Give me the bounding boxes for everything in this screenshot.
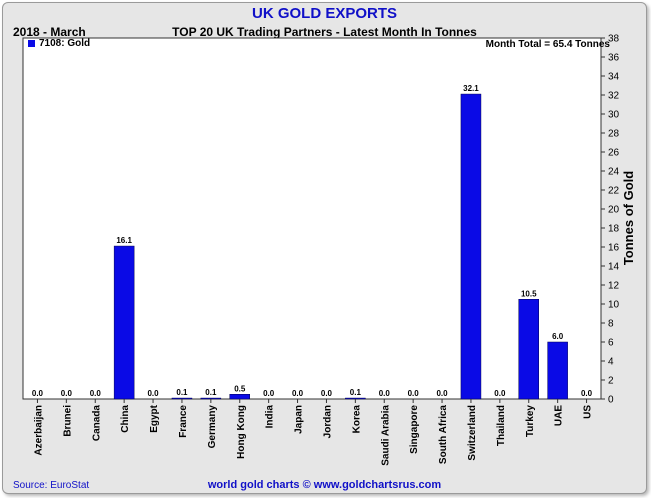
bar-value-label: 0.0	[263, 389, 275, 398]
x-tick-label: Brunei	[62, 405, 73, 437]
x-tick-label: US	[583, 405, 594, 419]
x-tick-label: UAE	[554, 405, 565, 426]
y-tick-label: 32	[608, 91, 620, 102]
bar-value-label: 0.1	[205, 388, 217, 397]
x-tick-label: Thailand	[496, 405, 507, 446]
y-tick-label: 28	[608, 129, 620, 140]
x-tick-label: Canada	[91, 405, 102, 442]
bar-value-label: 0.0	[321, 389, 333, 398]
x-tick-label: Hong Kong	[236, 405, 247, 459]
bar-value-label: 0.0	[436, 389, 448, 398]
x-axis: Azerbaijan Brunei Canada China Egypt France Ge…	[33, 399, 594, 466]
bar-value-label: 0.0	[494, 389, 506, 398]
bar	[113, 245, 135, 400]
x-tick-label: Germany	[207, 405, 218, 449]
bar	[460, 93, 482, 400]
credit-label: world gold charts © www.goldchartsrus.co…	[207, 479, 442, 491]
y-tick-label: 10	[608, 300, 620, 311]
y-tick-label: 36	[608, 53, 620, 64]
bar-value-label: 16.1	[116, 236, 132, 245]
y-tick-label: 26	[608, 148, 620, 159]
y-tick-label: 0	[608, 395, 614, 406]
x-tick-label: Azerbaijan	[33, 405, 44, 456]
bar-value-label: 0.0	[581, 389, 593, 398]
legend-swatch	[28, 40, 35, 47]
y-tick-label: 6	[608, 338, 614, 349]
x-tick-label: Korea	[351, 405, 362, 434]
y-tick-label: 14	[608, 262, 620, 273]
x-tick-label: Turkey	[525, 405, 536, 437]
bar	[200, 397, 222, 400]
y-tick-label: 24	[608, 167, 620, 178]
bar-value-label: 32.1	[463, 84, 479, 93]
bar-value-label: 0.0	[292, 389, 304, 398]
plot-area	[22, 37, 602, 400]
bar	[229, 394, 250, 400]
y-tick-label: 8	[608, 319, 614, 330]
bar-value-label: 0.0	[32, 389, 44, 398]
bar-value-label: 6.0	[552, 332, 564, 341]
bar-value-label: 0.1	[350, 388, 362, 397]
y-tick-label: 2	[608, 376, 614, 387]
y-axis-label: Tonnes of Gold	[621, 171, 636, 265]
y-tick-label: 16	[608, 243, 620, 254]
bar-value-label: 10.5	[521, 289, 537, 298]
x-tick-label: Jordan	[322, 405, 333, 438]
x-tick-label: Singapore	[409, 405, 420, 454]
x-tick-label: Egypt	[149, 404, 160, 432]
y-tick-label: 12	[608, 281, 620, 292]
chart-period: 2018 - March	[13, 25, 86, 39]
chart-subtitle: TOP 20 UK Trading Partners - Latest Mont…	[172, 25, 477, 39]
legend-label: 7108: Gold	[39, 38, 91, 49]
x-tick-label: France	[178, 405, 189, 438]
x-tick-label: Japan	[294, 405, 305, 434]
bar	[518, 299, 539, 400]
bar-value-label: 0.1	[176, 388, 188, 397]
y-tick-label: 38	[608, 34, 620, 45]
bar-value-label: 0.0	[408, 389, 420, 398]
month-total-annotation: Month Total = 65.4 Tonnes	[485, 39, 610, 50]
bar-value-label: 0.0	[61, 389, 73, 398]
y-tick-label: 4	[608, 357, 614, 368]
bar	[171, 397, 193, 400]
y-tick-label: 18	[608, 224, 620, 235]
x-tick-label: Saudi Arabia	[380, 405, 391, 466]
x-tick-label: India	[265, 405, 276, 429]
bars: 0.0 0.0 0.0 16.1 0.0 0.1 0.1 0.5 0.0 0.0 0.0 0.1 0.0…	[32, 84, 593, 400]
bar	[345, 397, 366, 400]
bar	[547, 341, 568, 400]
y-tick-label: 34	[608, 72, 620, 83]
legend: 7108: Gold	[28, 38, 90, 49]
chart-title: UK GOLD EXPORTS	[251, 5, 397, 22]
bar-value-label: 0.0	[379, 389, 391, 398]
x-tick-label: Switzerland	[467, 405, 478, 461]
bar-value-label: 0.0	[90, 389, 102, 398]
x-tick-label: South Africa	[438, 405, 449, 465]
bar-value-label: 0.0	[147, 389, 159, 398]
x-tick-label: China	[120, 405, 131, 433]
y-tick-label: 20	[608, 205, 620, 216]
y-tick-label: 22	[608, 186, 620, 197]
y-tick-label: 30	[608, 110, 620, 121]
source-label: Source: EuroStat	[13, 480, 90, 491]
bar-value-label: 0.5	[234, 384, 246, 393]
